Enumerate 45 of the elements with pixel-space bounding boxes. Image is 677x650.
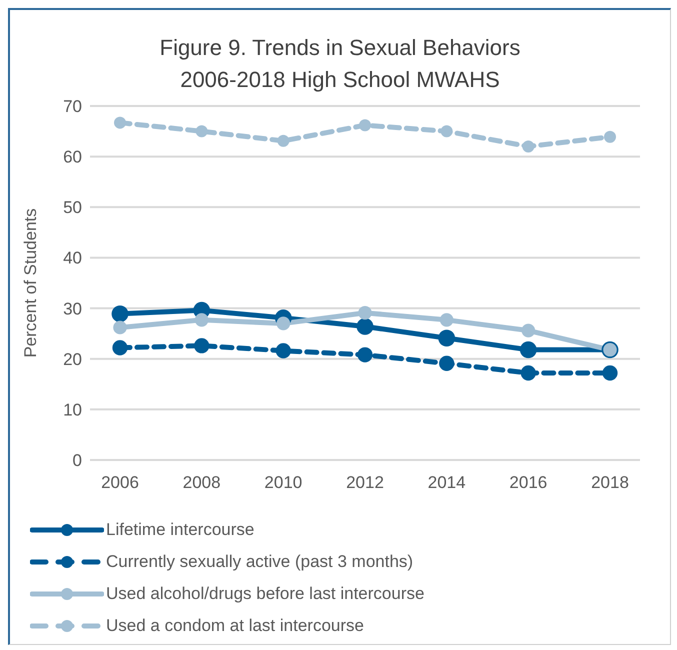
point <box>359 119 371 132</box>
point <box>194 338 210 354</box>
point <box>276 343 291 358</box>
y-tick-label: 60 <box>63 148 82 167</box>
y-axis-title: Percent of Students <box>21 208 40 358</box>
point <box>276 316 290 330</box>
x-tick-label: 2018 <box>591 473 629 492</box>
chart-title: Figure 9. Trends in Sexual Behaviors 2006-2018 High School MWAHS <box>158 34 522 94</box>
point <box>520 341 537 358</box>
x-tick-label: 2016 <box>509 473 548 492</box>
y-tick-label: 30 <box>63 299 82 318</box>
point <box>112 340 128 356</box>
point <box>356 318 374 335</box>
y-tick-label: 50 <box>63 198 82 218</box>
legend-label: Currently sexually active (past 3 months) <box>106 552 414 572</box>
x-tick-label: 2006 <box>101 473 139 492</box>
point <box>357 347 373 362</box>
y-tick-label: 40 <box>63 248 82 268</box>
point <box>522 140 534 152</box>
x-tick-label: 2014 <box>428 473 466 492</box>
point <box>440 125 453 138</box>
x-tick-label: 2012 <box>346 473 384 492</box>
point <box>113 320 127 334</box>
y-tick-label: 70 <box>63 97 82 116</box>
legend-label: Used a condom at last intercourse <box>106 616 364 636</box>
point <box>602 365 618 381</box>
point <box>114 116 126 129</box>
point <box>439 356 454 372</box>
x-tick-label: 2010 <box>264 473 302 492</box>
y-tick-label: 20 <box>63 350 82 369</box>
point <box>112 305 128 322</box>
point <box>438 330 456 347</box>
x-tick-label: 2008 <box>182 473 221 492</box>
point <box>604 130 616 143</box>
legend-label: Used alcohol/drugs before last intercourse <box>106 584 424 604</box>
point <box>440 313 454 327</box>
point <box>520 365 536 381</box>
point <box>358 306 372 320</box>
point <box>522 324 536 338</box>
y-tick-label: 0 <box>72 451 82 470</box>
point <box>194 313 208 327</box>
legend-label: Lifetime intercourse <box>106 520 254 540</box>
point <box>196 125 208 138</box>
y-tick-label: 10 <box>63 400 82 420</box>
point <box>277 134 290 147</box>
